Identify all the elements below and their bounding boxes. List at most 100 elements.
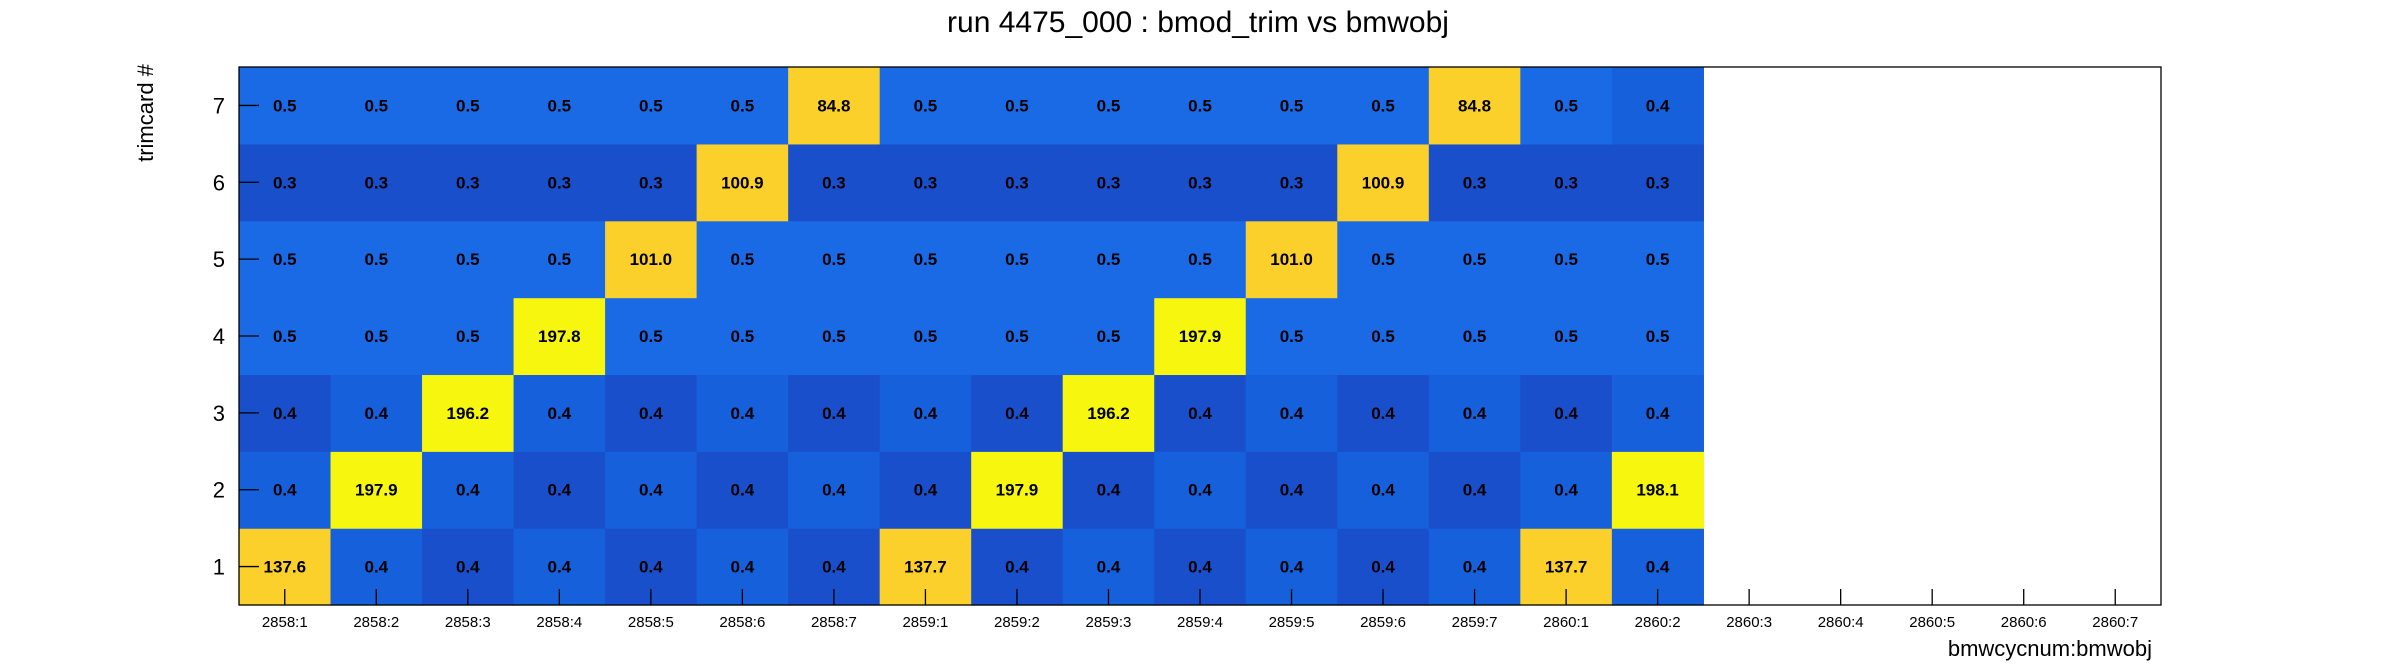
cell-value-label: 196.2 [1087, 404, 1130, 423]
cell-value-label: 0.4 [914, 404, 938, 423]
cell-value-label: 0.5 [822, 327, 846, 346]
heatmap-cell [1428, 143, 1521, 222]
cell-value-label: 0.4 [822, 481, 846, 500]
heatmap-cell [1337, 220, 1430, 299]
cell-value-label: 0.4 [1371, 481, 1395, 500]
heatmap-cell [1428, 297, 1521, 376]
heatmap-cell [1611, 297, 1704, 376]
heatmap-cell [788, 451, 881, 529]
x-tick-label: 2859:2 [994, 614, 1040, 631]
cell-value-label: 0.5 [1371, 250, 1395, 269]
heatmap-cell [422, 451, 515, 529]
heatmap-cell [513, 67, 606, 145]
cell-value-label: 0.4 [1463, 558, 1487, 577]
x-tick-label: 2859:3 [1086, 614, 1132, 631]
cell-value-label: 0.5 [639, 96, 663, 115]
heatmap-cell [879, 220, 972, 299]
x-tick-label: 2859:6 [1360, 614, 1406, 631]
cell-value-label: 0.3 [456, 173, 480, 192]
heatmap-cell [696, 143, 789, 222]
heatmap-cell [1337, 143, 1430, 222]
cell-value-label: 0.3 [1463, 173, 1487, 192]
cell-value-label: 0.5 [822, 250, 846, 269]
heatmap-cell [696, 297, 789, 376]
heatmap-cell [1611, 451, 1704, 529]
heatmap-cell [1520, 451, 1613, 529]
cell-value-label: 197.9 [355, 481, 398, 500]
cell-value-label: 0.5 [1188, 96, 1212, 115]
cell-value-label: 0.4 [1646, 404, 1670, 423]
cell-value-label: 0.3 [364, 173, 388, 192]
heatmap-cell [1520, 67, 1613, 145]
heatmap-cell [422, 374, 515, 452]
cell-value-label: 0.5 [1097, 250, 1121, 269]
cell-value-label: 0.3 [273, 173, 297, 192]
heatmap-cell [788, 143, 881, 222]
heatmap-cell [330, 297, 423, 376]
heatmap-cell [1520, 220, 1613, 299]
heatmap-cell [1062, 297, 1155, 376]
x-tick-label: 2860:1 [1543, 614, 1589, 631]
cell-value-label: 0.5 [1188, 250, 1212, 269]
heatmap-cell [1245, 451, 1338, 529]
cell-value-label: 0.4 [1097, 481, 1121, 500]
cell-value-label: 84.8 [817, 96, 850, 115]
cell-value-label: 0.4 [364, 404, 388, 423]
cell-value-label: 0.5 [1005, 96, 1029, 115]
heatmap-cell [1154, 451, 1247, 529]
cell-value-label: 196.2 [447, 404, 490, 423]
cell-value-label: 0.4 [731, 558, 755, 577]
heatmap-cell [605, 67, 698, 145]
heatmap-cell [422, 67, 515, 145]
heatmap-cell [971, 297, 1064, 376]
cell-value-label: 100.9 [721, 173, 764, 192]
x-tick-label: 2860:6 [2001, 614, 2047, 631]
cell-value-label: 0.4 [1005, 404, 1029, 423]
heatmap-cell [1245, 220, 1338, 299]
cell-value-label: 0.3 [822, 173, 846, 192]
heatmap-cell [513, 297, 606, 376]
heatmap-cell [879, 297, 972, 376]
heatmap-cell [1611, 374, 1704, 452]
heatmap-cell [879, 143, 972, 222]
heatmap-cell [1337, 374, 1430, 452]
heatmap-cell [605, 374, 698, 452]
heatmap-cell [1611, 220, 1704, 299]
heatmap-cell [879, 67, 972, 145]
x-tick-label: 2860:2 [1635, 614, 1681, 631]
cell-value-label: 0.5 [1554, 96, 1578, 115]
cell-value-label: 0.4 [548, 558, 572, 577]
cell-value-label: 0.3 [548, 173, 572, 192]
heatmap-cell [1245, 297, 1338, 376]
cell-value-label: 0.4 [1554, 404, 1578, 423]
heatmap-cell [1337, 451, 1430, 529]
heatmap-cell [513, 220, 606, 299]
cell-value-label: 0.4 [822, 404, 846, 423]
cell-value-label: 197.9 [1179, 327, 1222, 346]
x-tick-label: 2858:2 [353, 614, 399, 631]
cell-value-label: 0.3 [1646, 173, 1670, 192]
heatmap-cell [605, 220, 698, 299]
heatmap-cell [788, 67, 881, 145]
cell-value-label: 0.3 [1097, 173, 1121, 192]
cell-value-label: 0.5 [1646, 327, 1670, 346]
cell-value-label: 0.4 [456, 558, 480, 577]
heatmap-cell [1520, 374, 1613, 452]
y-axis-label: trimcard # [133, 63, 158, 162]
heatmap-cell [1428, 451, 1521, 529]
cell-value-label: 0.5 [364, 250, 388, 269]
cell-value-label: 0.4 [1646, 96, 1670, 115]
x-tick-label: 2860:3 [1726, 614, 1772, 631]
x-tick-label: 2859:4 [1177, 614, 1223, 631]
cell-value-label: 0.5 [364, 327, 388, 346]
heatmap-cell [696, 451, 789, 529]
cell-value-label: 198.1 [1636, 481, 1679, 500]
cell-value-label: 0.5 [1554, 250, 1578, 269]
cell-value-label: 0.4 [822, 558, 846, 577]
cell-value-label: 0.4 [548, 481, 572, 500]
cell-value-label: 0.5 [1554, 327, 1578, 346]
heatmap-cell [513, 374, 606, 452]
cell-labels: 137.6 0.4 0.4 0.4 0.4 0.4 0.4 137.7 0.4 0.4 0.4 0.4… [263, 96, 1678, 576]
cell-value-label: 0.5 [731, 96, 755, 115]
